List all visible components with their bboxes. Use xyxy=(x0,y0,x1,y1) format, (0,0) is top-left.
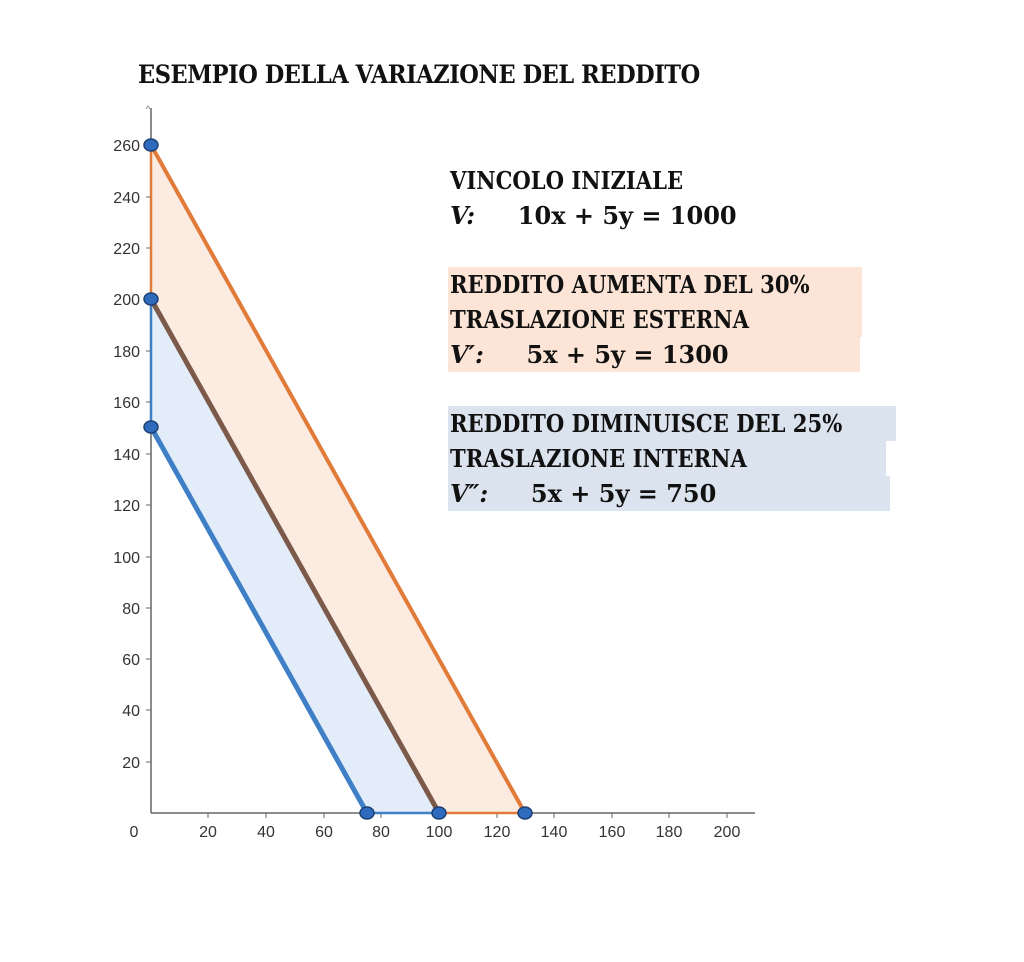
svg-text:60: 60 xyxy=(122,652,140,669)
svg-text:160: 160 xyxy=(113,395,140,412)
y-axis-arrow-icon: ^ xyxy=(146,104,151,114)
increase-label: V′: xyxy=(450,340,484,369)
intercept-markers xyxy=(143,138,533,820)
marker-y260 xyxy=(143,138,159,152)
svg-text:220: 220 xyxy=(113,241,140,258)
svg-text:120: 120 xyxy=(484,824,511,841)
decrease-label: V″: xyxy=(450,479,489,508)
svg-text:140: 140 xyxy=(541,824,568,841)
annotation-decrease: REDDITO DIMINUISCE DEL 25% TRASLAZIONE I… xyxy=(448,406,896,511)
svg-text:100: 100 xyxy=(426,824,453,841)
svg-text:160: 160 xyxy=(599,824,626,841)
svg-text:60: 60 xyxy=(315,824,333,841)
svg-text:180: 180 xyxy=(113,344,140,361)
decrease-equation: 5x + 5y = 750 xyxy=(530,479,717,508)
y-tick-labels: 20 40 60 80 100 120 140 160 180 200 220 … xyxy=(113,138,140,772)
svg-text:100: 100 xyxy=(113,550,140,567)
line-v-double-prime xyxy=(148,425,370,815)
svg-text:0: 0 xyxy=(130,824,139,841)
marker-y200 xyxy=(143,292,159,306)
svg-text:140: 140 xyxy=(113,447,140,464)
marker-y150 xyxy=(143,420,159,434)
svg-text:240: 240 xyxy=(113,190,140,207)
marker-x75 xyxy=(359,806,375,820)
increase-heading: REDDITO AUMENTA DEL 30% xyxy=(450,270,810,299)
initial-label: V: xyxy=(450,201,476,230)
svg-text:40: 40 xyxy=(257,824,275,841)
svg-text:80: 80 xyxy=(372,824,390,841)
x-tick-labels: 0 20 40 60 80 100 120 140 160 180 200 xyxy=(130,824,741,841)
marker-x130 xyxy=(517,806,533,820)
increase-subheading: TRASLAZIONE ESTERNA xyxy=(450,305,750,334)
increase-equation: 5x + 5y = 1300 xyxy=(526,340,729,369)
svg-text:80: 80 xyxy=(122,601,140,618)
annotation-initial: VINCOLO INIZIALE V: 10x + 5y = 1000 xyxy=(448,163,737,233)
line-v-initial xyxy=(148,297,442,815)
svg-text:180: 180 xyxy=(656,824,683,841)
decrease-subheading: TRASLAZIONE INTERNA xyxy=(450,444,747,473)
svg-text:120: 120 xyxy=(113,498,140,515)
svg-text:40: 40 xyxy=(122,703,140,720)
svg-text:260: 260 xyxy=(113,138,140,155)
svg-text:200: 200 xyxy=(113,292,140,309)
decrease-heading: REDDITO DIMINUISCE DEL 25% xyxy=(450,409,843,438)
initial-equation: 10x + 5y = 1000 xyxy=(517,201,737,230)
initial-heading: VINCOLO INIZIALE xyxy=(450,166,684,195)
chart-title: ESEMPIO DELLA VARIAZIONE DEL REDDITO xyxy=(138,60,700,89)
line-v-prime xyxy=(149,144,527,814)
marker-x100 xyxy=(431,806,447,820)
svg-text:200: 200 xyxy=(714,824,741,841)
svg-text:20: 20 xyxy=(199,824,217,841)
annotation-increase: REDDITO AUMENTA DEL 30% TRASLAZIONE ESTE… xyxy=(448,267,862,372)
svg-text:20: 20 xyxy=(122,755,140,772)
